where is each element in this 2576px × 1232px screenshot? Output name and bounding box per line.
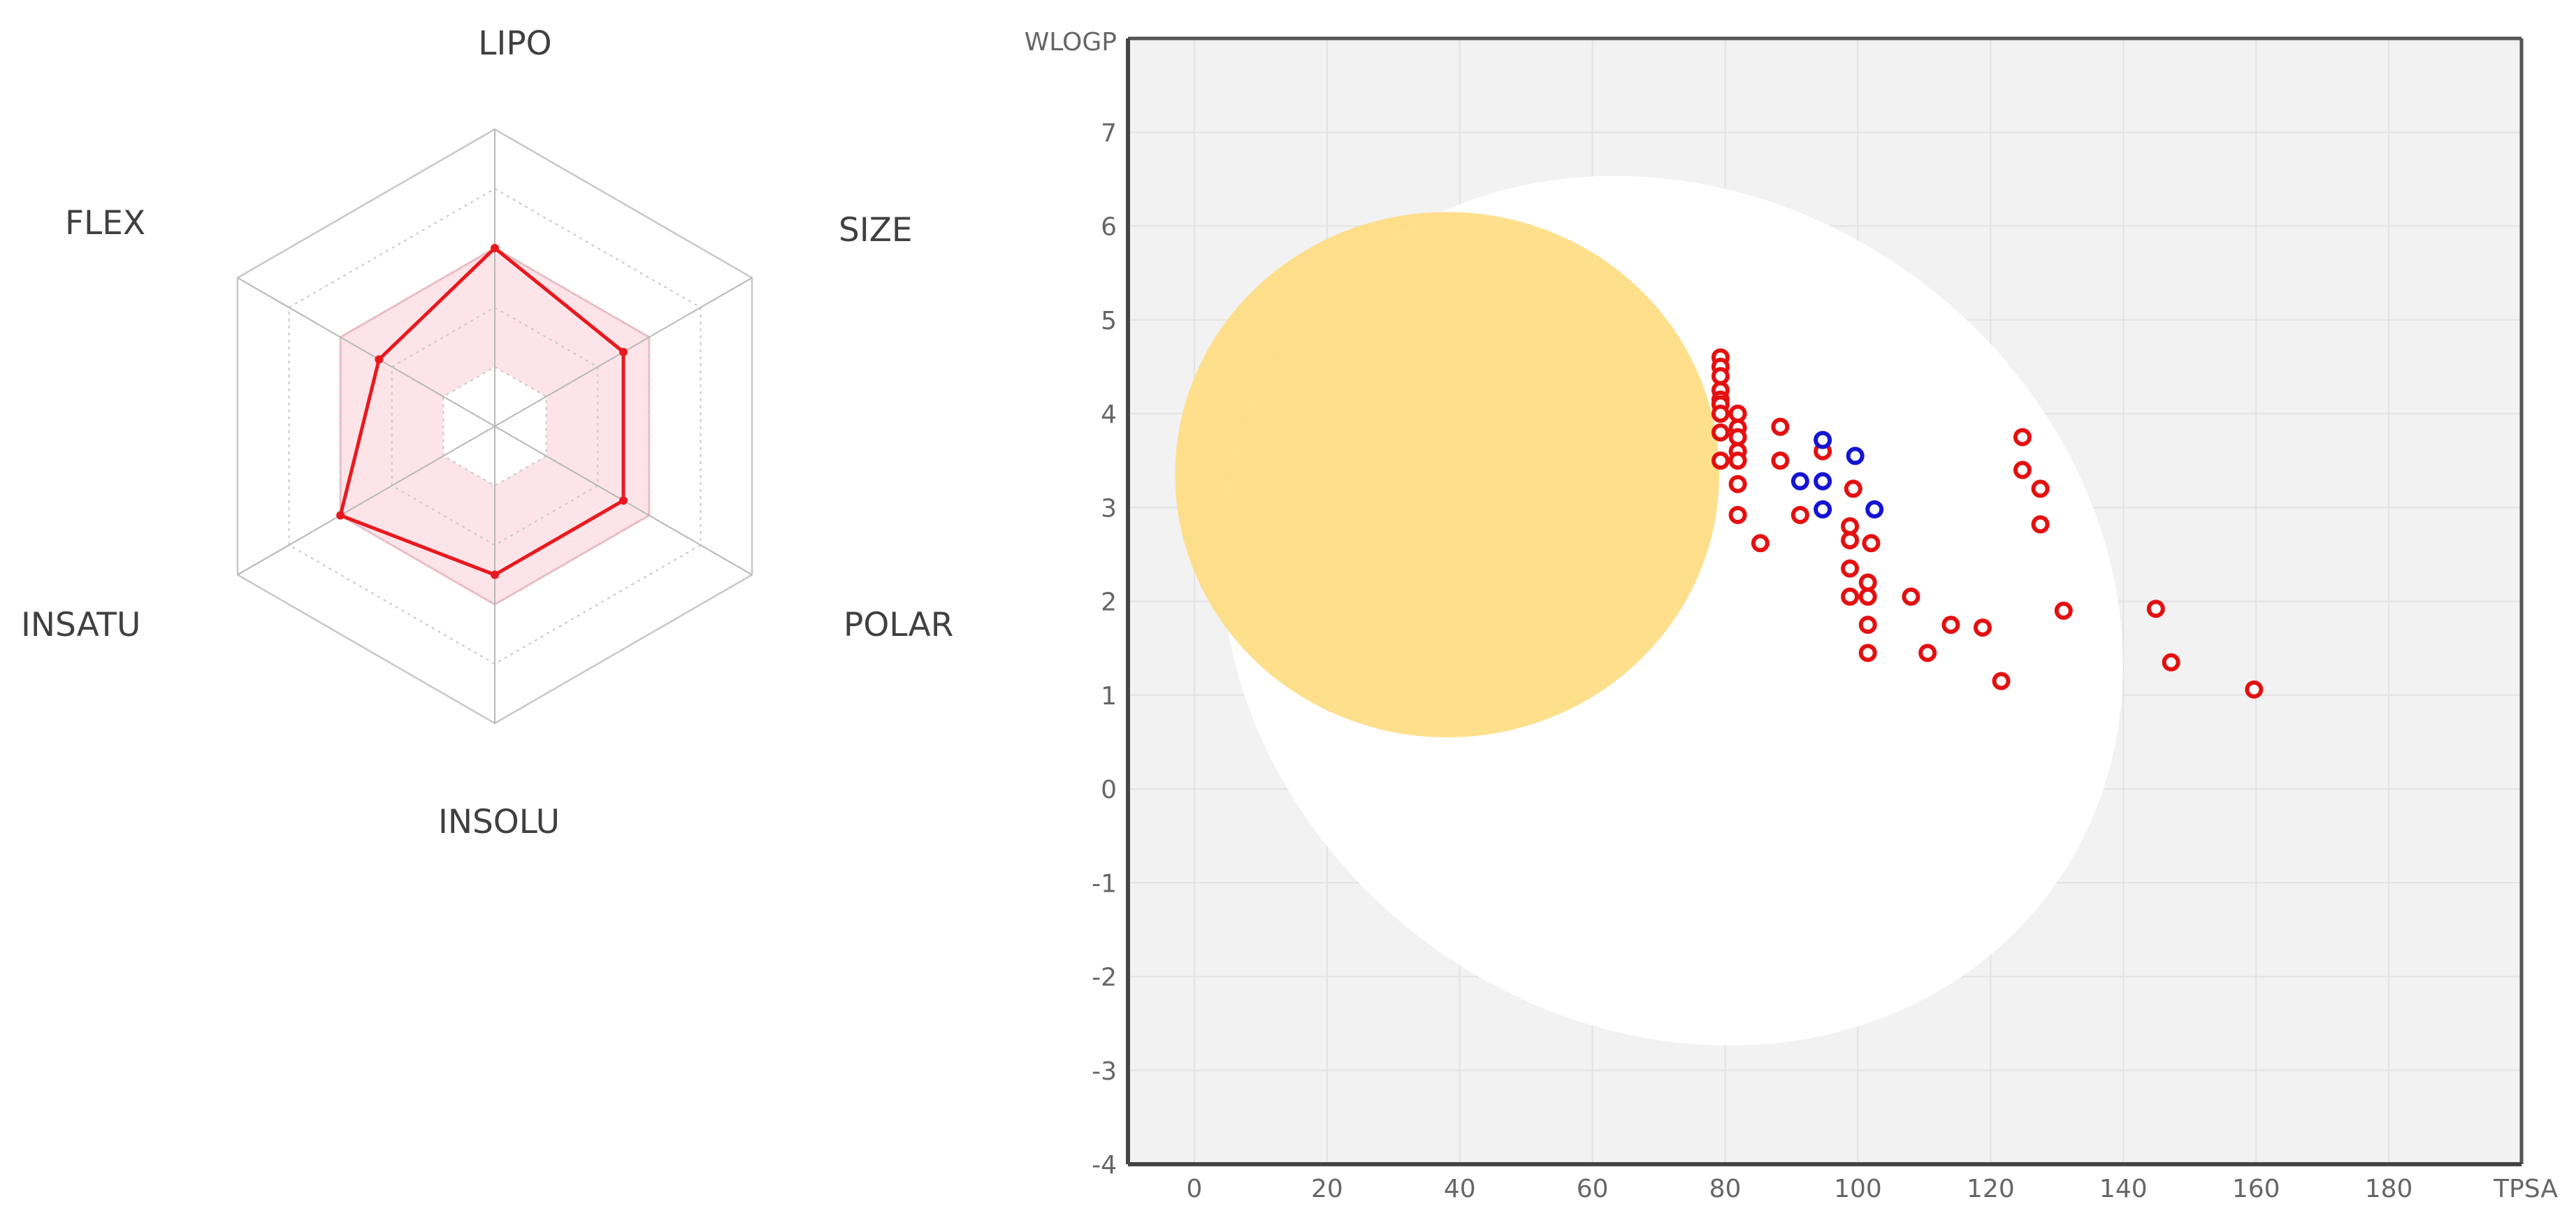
red-data-point — [1711, 423, 1730, 442]
red-data-point — [1728, 474, 1747, 493]
radar-vertex-insatu — [336, 511, 345, 520]
red-data-point — [2031, 479, 2050, 498]
red-data-point — [1858, 644, 1877, 662]
blue-data-point — [1814, 472, 1832, 491]
radar-vertex-size — [619, 347, 628, 356]
x-tick-label: 60 — [1577, 1175, 1609, 1203]
radar-vertex-polar — [619, 496, 628, 505]
y-tick-label: -4 — [1092, 1151, 1117, 1180]
red-data-point — [1841, 559, 1860, 578]
radar-vertex-lipo — [491, 244, 499, 252]
radar-axis-label-insolu: INSOLU — [438, 803, 560, 841]
plot-regions — [1175, 175, 2123, 1046]
radar-chart: LIPO SIZE POLAR INSOLU INSATU FLEX — [21, 24, 953, 841]
blue-data-point — [1814, 500, 1832, 519]
x-tick-label: 100 — [1834, 1175, 1882, 1203]
red-data-point — [1858, 587, 1877, 606]
red-data-point — [1844, 479, 1862, 498]
red-data-point — [1711, 367, 1730, 386]
red-data-point — [1858, 573, 1877, 592]
radar-axis-label-insatu: INSATU — [21, 606, 140, 644]
blue-data-point — [1814, 430, 1832, 449]
red-data-point — [1728, 405, 1747, 423]
red-data-point — [1941, 616, 1960, 635]
y-tick-label: 1 — [1101, 682, 1117, 711]
x-tick-label: 80 — [1709, 1175, 1742, 1203]
red-data-point — [1728, 428, 1747, 447]
yolk-region — [1175, 212, 1720, 738]
y-tick-label: 3 — [1101, 494, 1117, 523]
radar-axis-label-lipo: LIPO — [478, 24, 551, 63]
y-tick-label: 0 — [1101, 776, 1117, 804]
red-data-point — [1711, 405, 1730, 423]
blue-data-point — [1790, 472, 1809, 491]
red-data-point — [2054, 601, 2073, 620]
red-data-point — [1771, 417, 1790, 436]
radar-axis-label-flex: FLEX — [65, 204, 145, 242]
x-tick-label: 20 — [1311, 1175, 1343, 1203]
y-tick-label: -1 — [1092, 869, 1117, 898]
red-data-point — [1751, 534, 1770, 553]
y-tick-label: -3 — [1092, 1057, 1117, 1086]
y-tick-label: 7 — [1101, 119, 1117, 147]
y-tick-label: 5 — [1101, 307, 1117, 335]
red-data-point — [2031, 515, 2050, 534]
red-data-point — [1841, 517, 1860, 536]
x-tick-label: 0 — [1186, 1175, 1202, 1203]
radar-axis-label-polar: POLAR — [844, 606, 953, 644]
blue-data-point — [1846, 447, 1865, 465]
radar-vertex-insolu — [491, 570, 499, 579]
y-axis-title: WLOGP — [1025, 28, 1117, 57]
blue-data-point — [1865, 500, 1884, 519]
red-data-point — [1728, 451, 1747, 470]
radar-vertex-flex — [375, 355, 384, 364]
red-data-point — [1771, 451, 1790, 470]
red-data-point — [2013, 461, 2032, 479]
red-data-point — [1992, 672, 2011, 690]
red-data-point — [2245, 680, 2264, 699]
plot-points — [1711, 348, 2264, 699]
scatter-chart: 0 20 40 60 80 100 120 140 160 180 -4 -3 -2 -1 0 1 2 3 4 5 6 7… — [1025, 28, 2559, 1203]
red-data-point — [1711, 451, 1730, 470]
red-data-point — [1841, 587, 1860, 606]
radar-axis-label-size: SIZE — [839, 211, 913, 249]
x-tick-label: 40 — [1444, 1175, 1476, 1203]
red-data-point — [2013, 428, 2032, 447]
x-tick-label: 160 — [2232, 1175, 2280, 1203]
red-data-point — [1790, 505, 1809, 524]
red-data-point — [2146, 600, 2165, 618]
red-data-point — [1918, 644, 1937, 662]
red-data-point — [1902, 587, 1920, 606]
radar-spoke-flex — [237, 277, 495, 427]
red-data-point — [1841, 531, 1860, 550]
x-tick-label: 120 — [1967, 1175, 2015, 1203]
y-tick-label: 4 — [1101, 400, 1117, 429]
red-data-point — [1862, 534, 1881, 553]
y-tick-label: 2 — [1101, 588, 1117, 617]
x-axis-title: TPSA — [2493, 1175, 2558, 1203]
y-tick-label: -2 — [1092, 964, 1117, 992]
red-data-point — [1728, 505, 1747, 524]
optimal-range-band — [340, 248, 649, 604]
radar-spoke-insatu — [237, 426, 495, 576]
red-data-point — [1858, 616, 1877, 635]
x-tick-label: 140 — [2099, 1175, 2148, 1203]
red-data-point — [1973, 618, 1992, 637]
x-tick-label: 180 — [2365, 1175, 2413, 1203]
y-tick-label: 6 — [1101, 213, 1117, 242]
red-data-point — [2162, 653, 2180, 672]
